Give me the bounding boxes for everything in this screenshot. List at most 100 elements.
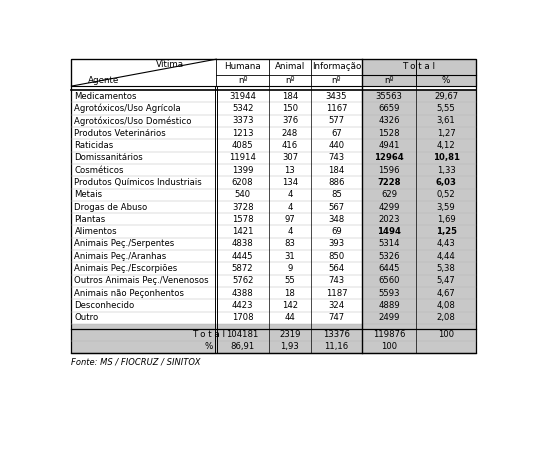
Text: 67: 67 xyxy=(331,129,342,137)
Text: 3,59: 3,59 xyxy=(437,202,456,212)
Text: 1596: 1596 xyxy=(379,165,400,175)
Text: 5872: 5872 xyxy=(232,264,254,273)
Bar xyxy=(72,250,362,262)
Text: 564: 564 xyxy=(328,264,344,273)
Text: 5342: 5342 xyxy=(232,104,254,113)
Text: Produtos Veterinários: Produtos Veterinários xyxy=(75,129,166,137)
Bar xyxy=(72,341,476,353)
Text: 119876: 119876 xyxy=(373,331,405,339)
Text: 12964: 12964 xyxy=(374,153,404,162)
Text: 2499: 2499 xyxy=(379,313,400,322)
Text: 743: 743 xyxy=(328,277,344,285)
Text: 6560: 6560 xyxy=(379,277,400,285)
Text: 416: 416 xyxy=(282,141,298,150)
Bar xyxy=(362,275,476,287)
Text: 540: 540 xyxy=(234,190,251,199)
Text: 4299: 4299 xyxy=(379,202,400,212)
Text: nº: nº xyxy=(238,76,247,85)
Bar xyxy=(362,238,476,250)
Bar xyxy=(72,299,362,312)
Text: 5314: 5314 xyxy=(379,239,400,248)
Text: 629: 629 xyxy=(381,190,397,199)
Text: 743: 743 xyxy=(328,153,344,162)
Text: 248: 248 xyxy=(282,129,298,137)
Bar xyxy=(72,275,362,287)
Bar xyxy=(362,176,476,189)
Bar xyxy=(362,102,476,115)
Bar xyxy=(362,262,476,275)
Text: 5762: 5762 xyxy=(232,277,254,285)
Text: 13: 13 xyxy=(285,165,295,175)
Text: 11,16: 11,16 xyxy=(324,342,349,351)
Text: 6659: 6659 xyxy=(379,104,400,113)
Text: 4,44: 4,44 xyxy=(437,252,456,261)
Text: 1708: 1708 xyxy=(232,313,254,322)
Text: Drogas de Abuso: Drogas de Abuso xyxy=(75,202,148,212)
Bar xyxy=(72,201,362,213)
Text: 4889: 4889 xyxy=(378,301,400,310)
Text: 100: 100 xyxy=(381,342,397,351)
Text: 5593: 5593 xyxy=(379,289,400,298)
Text: 1494: 1494 xyxy=(377,227,401,236)
Text: %: % xyxy=(442,76,450,85)
Text: 69: 69 xyxy=(331,227,342,236)
Text: 6208: 6208 xyxy=(232,178,254,187)
Text: 9: 9 xyxy=(287,264,293,273)
Text: 376: 376 xyxy=(282,116,298,125)
Text: 184: 184 xyxy=(282,92,298,100)
Text: Medicamentos: Medicamentos xyxy=(75,92,137,100)
Text: 747: 747 xyxy=(328,313,344,322)
Bar xyxy=(72,59,362,75)
Text: Cosméticos: Cosméticos xyxy=(75,165,124,175)
Text: Raticidas: Raticidas xyxy=(75,141,114,150)
Text: 6,03: 6,03 xyxy=(436,178,457,187)
Bar xyxy=(72,139,362,152)
Text: 4326: 4326 xyxy=(379,116,400,125)
Text: nº: nº xyxy=(384,76,394,85)
Bar xyxy=(72,59,476,86)
Text: 577: 577 xyxy=(328,116,344,125)
Bar xyxy=(72,90,362,102)
Text: Outro: Outro xyxy=(75,313,99,322)
Text: 886: 886 xyxy=(328,178,344,187)
Text: 3728: 3728 xyxy=(232,202,254,212)
Text: Produtos Químicos Industriais: Produtos Químicos Industriais xyxy=(75,178,202,187)
Bar xyxy=(362,164,476,176)
Text: 1578: 1578 xyxy=(232,215,254,224)
Text: 1399: 1399 xyxy=(232,165,254,175)
Bar xyxy=(362,312,476,324)
Text: 4085: 4085 xyxy=(232,141,254,150)
Text: %: % xyxy=(205,342,213,351)
Text: 567: 567 xyxy=(328,202,344,212)
Text: Alimentos: Alimentos xyxy=(75,227,117,236)
Text: 104181: 104181 xyxy=(226,331,259,339)
Text: nº: nº xyxy=(285,76,295,85)
Text: 1167: 1167 xyxy=(326,104,347,113)
Text: Animais Peç./Escorpiões: Animais Peç./Escorpiões xyxy=(75,264,178,273)
Bar xyxy=(362,75,476,86)
Text: 2,08: 2,08 xyxy=(437,313,456,322)
Bar xyxy=(72,152,362,164)
Text: 4,12: 4,12 xyxy=(437,141,456,150)
Text: 35563: 35563 xyxy=(376,92,403,100)
Text: 142: 142 xyxy=(282,301,298,310)
Text: Fonte: MS / FIOCRUZ / SINITOX: Fonte: MS / FIOCRUZ / SINITOX xyxy=(72,357,201,366)
Text: 10,81: 10,81 xyxy=(433,153,460,162)
Bar xyxy=(72,127,362,139)
Text: Animal: Animal xyxy=(275,62,305,71)
Text: T o t a l: T o t a l xyxy=(403,62,436,71)
Text: 31944: 31944 xyxy=(229,92,256,100)
Text: 97: 97 xyxy=(285,215,295,224)
Bar xyxy=(72,312,362,324)
Bar xyxy=(72,238,362,250)
Text: 83: 83 xyxy=(285,239,295,248)
Text: T o t a l: T o t a l xyxy=(192,331,225,339)
Text: 7228: 7228 xyxy=(378,178,401,187)
Bar xyxy=(362,127,476,139)
Text: nº: nº xyxy=(332,76,341,85)
Text: Agente: Agente xyxy=(88,76,119,85)
Text: Animais Peç./Aranhas: Animais Peç./Aranhas xyxy=(75,252,167,261)
Bar xyxy=(362,213,476,225)
Bar xyxy=(362,115,476,127)
Text: 1,27: 1,27 xyxy=(437,129,456,137)
